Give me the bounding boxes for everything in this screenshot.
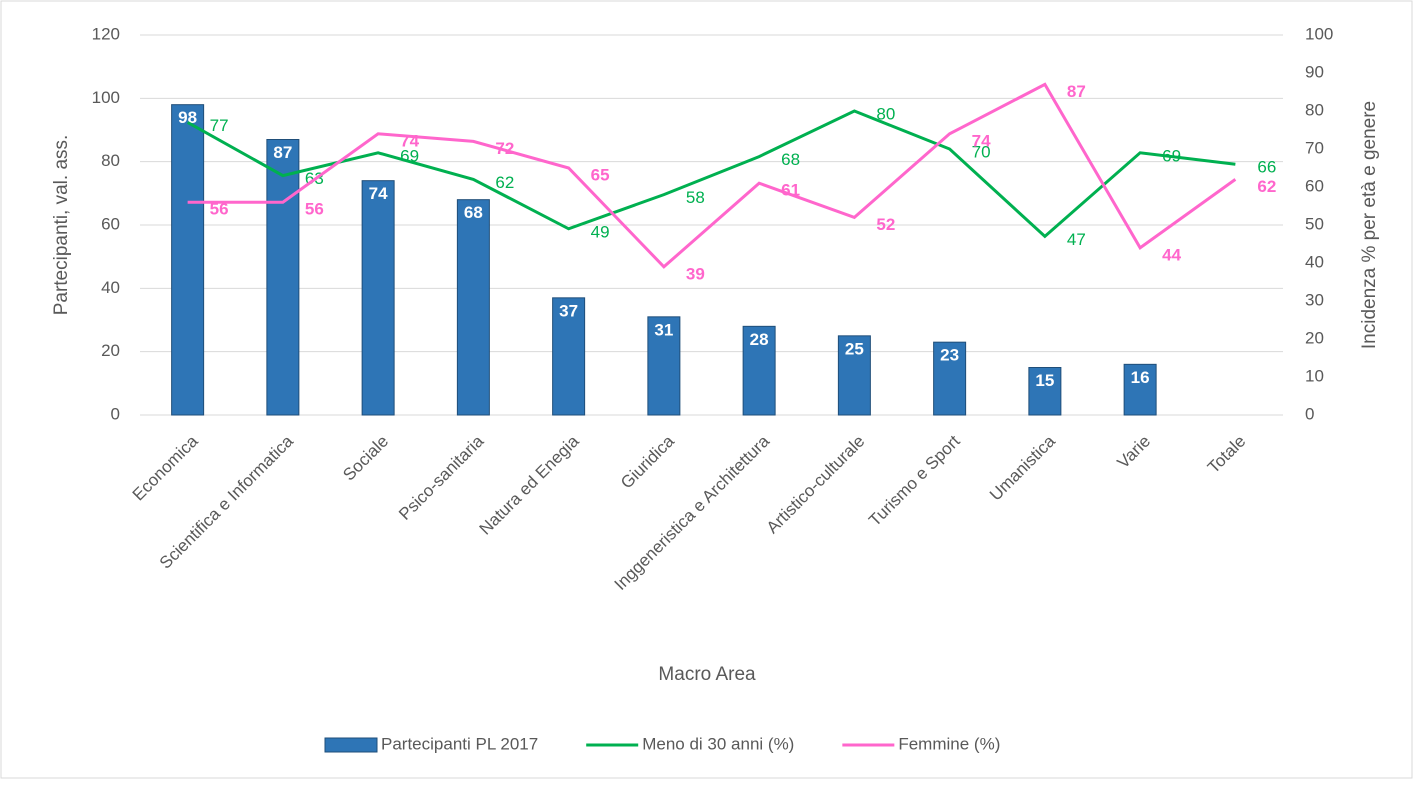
line-value-label: 49	[591, 222, 610, 241]
y-axis-label: Partecipanti, val. ass.	[51, 135, 72, 316]
line-value-label: 80	[876, 104, 895, 123]
line-value-label: 87	[1067, 82, 1086, 101]
line-value-label: 56	[210, 200, 229, 219]
y2-tick-label: 100	[1305, 24, 1333, 43]
line-value-label: 65	[591, 165, 610, 184]
line-value-label: 58	[686, 188, 705, 207]
bar	[933, 341, 967, 416]
bar	[456, 199, 490, 416]
line-value-label: 72	[495, 139, 514, 158]
bar	[1123, 363, 1157, 416]
bar-value-label: 15	[1035, 371, 1054, 390]
line-value-label: 52	[876, 215, 895, 234]
y-tick-label: 20	[101, 341, 120, 360]
legend-label: Meno di 30 anni (%)	[642, 734, 794, 753]
legend-swatch	[324, 737, 378, 753]
line	[186, 109, 1236, 239]
y2-axis-label: Incidenza % per età e genere	[1359, 101, 1380, 349]
bar	[361, 180, 395, 416]
x-axis-label: Macro Area	[658, 664, 756, 685]
bar	[742, 325, 776, 416]
legend-label: Partecipanti PL 2017	[381, 734, 538, 753]
bar-value-label: 74	[369, 184, 388, 203]
line-value-label: 69	[1162, 146, 1181, 165]
line-value-label: 61	[781, 181, 800, 200]
line	[187, 82, 1237, 269]
bar-value-label: 68	[464, 203, 483, 222]
bar-value-label: 31	[654, 320, 673, 339]
y-tick-label: 100	[92, 88, 120, 107]
line-value-label: 68	[781, 150, 800, 169]
y2-tick-label: 0	[1305, 404, 1314, 423]
y2-tick-label: 20	[1305, 328, 1324, 347]
bar-value-label: 37	[559, 301, 578, 320]
y-tick-label: 120	[92, 24, 120, 43]
bar-value-label: 16	[1131, 368, 1150, 387]
line-value-label: 74	[400, 131, 419, 150]
line-value-label: 77	[210, 116, 229, 135]
bar	[647, 316, 681, 416]
line-value-label: 74	[972, 131, 991, 150]
line-value-label: 62	[1257, 177, 1276, 196]
bar	[171, 104, 205, 416]
bar	[1028, 367, 1062, 416]
line-value-label: 70	[972, 142, 991, 161]
bar-value-label: 25	[845, 339, 864, 358]
line-value-label: 62	[495, 173, 514, 192]
line-value-label: 66	[1257, 158, 1276, 177]
bar-value-label: 28	[750, 330, 769, 349]
bar-value-label: 87	[273, 143, 292, 162]
y2-tick-label: 60	[1305, 176, 1324, 195]
bar-value-label: 23	[940, 346, 959, 365]
line-value-label: 47	[1067, 230, 1086, 249]
y2-tick-label: 50	[1305, 214, 1324, 233]
bar	[552, 297, 586, 416]
y2-tick-label: 80	[1305, 100, 1324, 119]
y2-tick-label: 40	[1305, 252, 1324, 271]
y2-tick-label: 70	[1305, 138, 1324, 157]
line-value-label: 39	[686, 264, 705, 283]
y-tick-label: 40	[101, 278, 120, 297]
y-tick-label: 60	[101, 214, 120, 233]
line-value-label: 56	[305, 200, 324, 219]
y-tick-label: 0	[111, 404, 120, 423]
bar	[837, 335, 871, 416]
y-tick-label: 80	[101, 151, 120, 170]
line-value-label: 44	[1162, 245, 1181, 264]
legend-label: Femmine (%)	[898, 734, 1000, 753]
bar	[266, 139, 300, 416]
y2-tick-label: 10	[1305, 366, 1324, 385]
line-value-label: 69	[400, 146, 419, 165]
y2-tick-label: 90	[1305, 62, 1324, 81]
bar-value-label: 98	[178, 108, 197, 127]
y2-tick-label: 30	[1305, 290, 1324, 309]
